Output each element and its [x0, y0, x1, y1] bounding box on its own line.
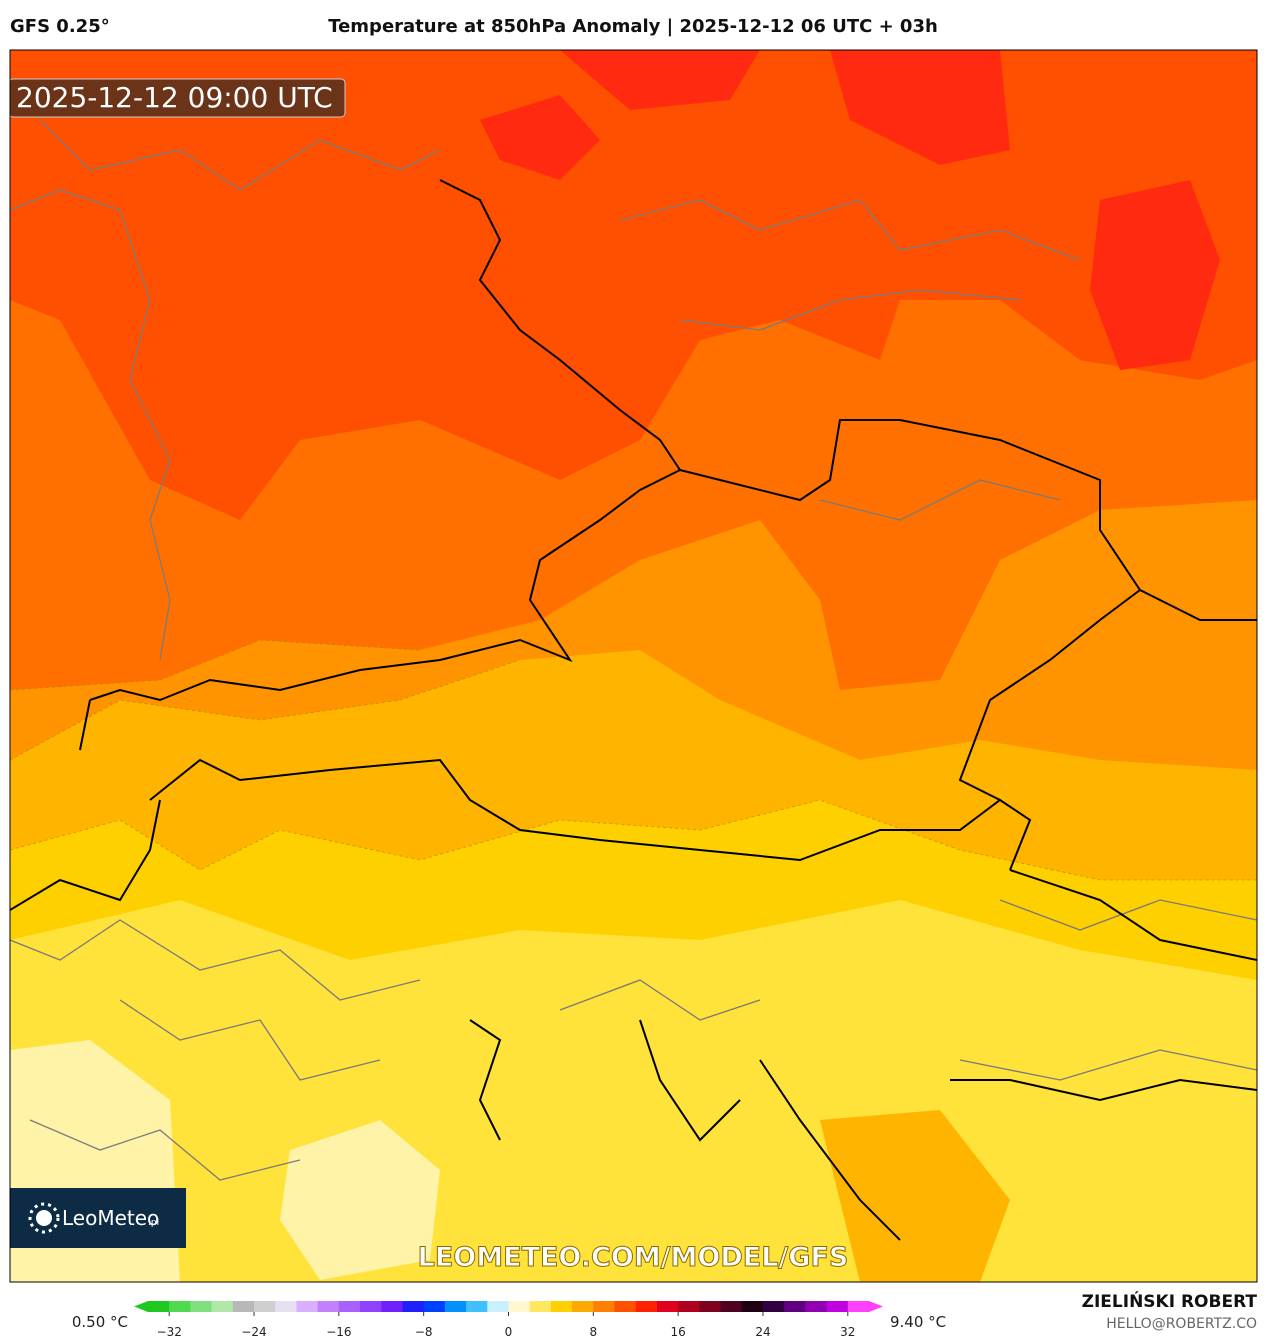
colorbar-min-label: 0.50 °C	[72, 1313, 128, 1331]
colorbar-swatch	[232, 1301, 255, 1312]
logo-rays	[28, 1202, 60, 1234]
colorbar-swatch	[296, 1301, 319, 1312]
colorbar-swatch	[190, 1301, 213, 1312]
colorbar-swatch	[508, 1301, 531, 1312]
colorbar-swatch	[593, 1301, 616, 1312]
colorbar-swatch	[678, 1301, 700, 1312]
colorbar-tick-label: −24	[241, 1325, 266, 1338]
logo-brand: LeoMeteo	[62, 1206, 159, 1230]
colorbar-swatch	[720, 1301, 743, 1312]
colorbar-tick-label: −16	[326, 1325, 351, 1338]
colorbar-swatch	[169, 1301, 191, 1312]
country-border	[10, 179, 1257, 1241]
field-red	[560, 50, 760, 110]
colorbar-swatch	[762, 1301, 785, 1312]
colorbar-swatch	[635, 1301, 658, 1312]
colorbar-swatch	[529, 1301, 552, 1312]
colorbar-swatch	[381, 1301, 403, 1312]
colorbar-swatch	[338, 1301, 361, 1312]
colorbar-swatch	[148, 1301, 170, 1312]
map-frame	[9, 49, 1258, 1283]
field-red	[830, 50, 1010, 165]
field-red-orange	[10, 50, 1257, 520]
timestamp-box	[10, 78, 346, 118]
model-name: GFS 0.25°	[10, 16, 110, 37]
field-red	[1090, 180, 1220, 370]
colorbar-swatch	[805, 1301, 828, 1312]
field-orange-light	[820, 1110, 1010, 1282]
colorbar-swatch	[444, 1301, 467, 1312]
colorbar-tick-label: −32	[157, 1325, 182, 1338]
colorbar-swatch	[402, 1301, 425, 1312]
colorbar-swatch	[487, 1301, 509, 1312]
colorbar-swatch	[614, 1301, 637, 1312]
map: 2025-12-12 09:00 UTC LeoMeteo .pl LEOMET…	[10, 50, 1257, 1282]
map-title: Temperature at 850hPa Anomaly | 2025-12-…	[328, 16, 938, 37]
colorbar-swatch	[784, 1301, 806, 1312]
colorbar-swatch	[466, 1301, 488, 1312]
colorbar-tick-label: 24	[755, 1325, 770, 1338]
colorbar-tick-label: 8	[590, 1325, 598, 1338]
author: ZIELIŃSKI ROBERT	[1082, 1290, 1258, 1312]
colorbar-swatch	[423, 1301, 446, 1312]
watermark: LEOMETEO.COM/MODEL/GFS	[418, 1242, 849, 1273]
colorbar-swatch	[254, 1301, 276, 1312]
colorbar-tick-label: 16	[671, 1325, 686, 1338]
field-pale	[280, 1120, 440, 1280]
field-red	[480, 95, 600, 180]
colorbar-swatch	[741, 1301, 764, 1312]
colorbar-swatch	[550, 1301, 573, 1312]
colorbar-swatch	[656, 1301, 679, 1312]
colorbar-max-label: 9.40 °C	[890, 1313, 946, 1331]
colorbar-swatch	[360, 1301, 382, 1312]
colorbar: −32 −24 −16 −8 0 8 16 24 32	[134, 1301, 883, 1338]
logo-suffix: .pl	[148, 1218, 159, 1228]
email: HELLO@ROBERTZ.CO	[1106, 1316, 1257, 1332]
colorbar-tick-label: 32	[840, 1325, 855, 1338]
colorbar-max-arrow	[869, 1301, 883, 1312]
colorbar-swatch	[572, 1301, 594, 1312]
colorbar-swatch	[275, 1301, 297, 1312]
logo-sun	[36, 1210, 52, 1226]
timestamp: 2025-12-12 09:00 UTC	[16, 81, 333, 114]
colorbar-swatch	[317, 1301, 340, 1312]
region-border	[10, 119, 1257, 1181]
colorbar-tick-label: 0	[505, 1325, 513, 1338]
colorbar-swatch	[847, 1301, 870, 1312]
colorbar-tick-label: −8	[415, 1325, 433, 1338]
colorbar-min-arrow	[134, 1301, 148, 1312]
colorbar-swatch	[699, 1301, 722, 1312]
isotherm	[10, 639, 1257, 881]
colorbar-swatch	[826, 1301, 849, 1312]
colorbar-swatch	[211, 1301, 234, 1312]
